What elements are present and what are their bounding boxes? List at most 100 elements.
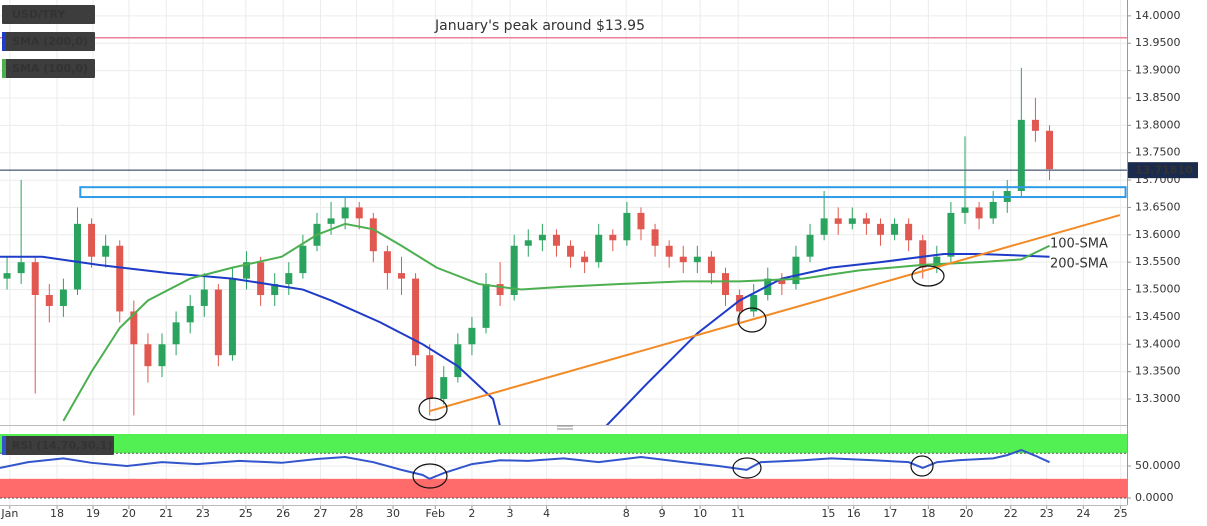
candle-body (820, 218, 828, 235)
legend-entry: RSI (14,70,30,1) (12, 439, 112, 452)
candle-body (285, 273, 293, 285)
candle-body (327, 218, 335, 224)
y-tick-label: 13.7500 (1135, 146, 1181, 159)
candle-body (412, 278, 420, 356)
sma-annotation: 100-SMA (1050, 237, 1108, 252)
x-tick-label: 16 (847, 507, 861, 520)
last-price-box (1128, 162, 1198, 179)
candle-body (73, 223, 81, 290)
candle-body (581, 256, 589, 263)
candle-body (891, 223, 899, 235)
candle-body (31, 262, 39, 296)
rsi-band (0, 434, 1127, 454)
legend-box (2, 5, 95, 24)
candle-body (426, 355, 434, 400)
candle-body (341, 207, 349, 219)
x-tick-label: 19 (86, 507, 100, 520)
candle-body (369, 218, 377, 252)
candle-body (1046, 130, 1054, 170)
x-tick-label: Feb (426, 507, 445, 520)
candle-body (876, 223, 884, 235)
sma-annotation: 200-SMA (1050, 257, 1108, 272)
x-tick-label: 27 (313, 507, 327, 520)
candle-body (552, 234, 560, 246)
highlight-circle (418, 397, 448, 421)
candle-body (17, 262, 25, 274)
candle-body (736, 295, 744, 312)
x-tick-label: 21 (159, 507, 173, 520)
candle-body (130, 311, 138, 345)
candle-body (947, 212, 955, 257)
x-tick-label: 18 (921, 507, 935, 520)
candle-body (975, 207, 983, 219)
y-tick-label: 13.6000 (1135, 228, 1181, 241)
candle-body (750, 295, 758, 312)
candle-body (144, 344, 152, 367)
x-tick-label: 30 (386, 507, 400, 520)
rsi-band (0, 478, 1127, 499)
x-tick-label: 23 (1040, 507, 1054, 520)
highlight-circles (412, 265, 945, 489)
rsi-panel (0, 434, 1127, 499)
highlight-circle (911, 265, 945, 287)
candle-body (862, 218, 870, 224)
x-tick-label: 24 (1076, 507, 1090, 520)
candle-body (848, 218, 856, 224)
candle-body (158, 344, 166, 367)
candle-body (834, 218, 842, 224)
x-tick-label: 3 (506, 507, 513, 520)
candle-body (271, 284, 279, 296)
candle-body (45, 295, 53, 306)
candle-body (778, 278, 786, 285)
x-tick-label: 2 (468, 507, 475, 520)
candle-body (454, 344, 462, 378)
candle-body (397, 273, 405, 279)
candle-body (722, 273, 730, 296)
candle-body (609, 234, 617, 241)
y-tick-label: 13.4000 (1135, 337, 1181, 350)
candle-body (792, 256, 800, 285)
line-series (0, 252, 1050, 425)
line-series (0, 448, 1050, 480)
candle-body (440, 377, 448, 400)
y-tick-label: 13.4500 (1135, 310, 1181, 323)
legend-entry: USD/TRY (12, 8, 66, 21)
candle-body (88, 223, 96, 257)
x-tick-label: 17 (883, 507, 897, 520)
peak-annotation: January's peak around $13.95 (434, 18, 645, 34)
candle-body (257, 262, 265, 296)
candle-body (524, 240, 532, 246)
candle-body (214, 289, 222, 356)
legend-entry: SMA (200,0) (12, 35, 88, 48)
x-tick-label: 18 (50, 507, 64, 520)
candle-body (468, 327, 476, 345)
highlight-circle (732, 457, 762, 479)
candle-body (59, 289, 67, 306)
candle-body (200, 289, 208, 306)
candle-body (496, 284, 504, 296)
y-tick-label: 13.5500 (1135, 255, 1181, 268)
y-tick-label: 13.9500 (1135, 36, 1181, 49)
x-tick-label: 8 (623, 507, 630, 520)
y-tick-label: 50.0000 (1135, 459, 1181, 472)
candle-body (637, 212, 645, 230)
y-tick-label: 13.3000 (1135, 392, 1181, 405)
candle-body (679, 256, 687, 263)
highlight-circle (737, 307, 767, 333)
candle-body (116, 245, 124, 312)
x-tick-label: 11 (731, 507, 745, 520)
candle-body (567, 245, 575, 257)
price-panel (0, 37, 1127, 425)
y-tick-label: 0.0000 (1135, 491, 1174, 504)
candle-body (1031, 119, 1039, 131)
trend-line (429, 214, 1121, 413)
candle-body (665, 245, 673, 257)
x-tick-label: 23 (196, 507, 210, 520)
candle-body (3, 273, 11, 279)
x-tick-label: 20 (122, 507, 136, 520)
x-tick-label: 9 (659, 507, 666, 520)
candle-body (905, 223, 913, 241)
candle-body (989, 201, 997, 219)
candle-body (623, 212, 631, 241)
